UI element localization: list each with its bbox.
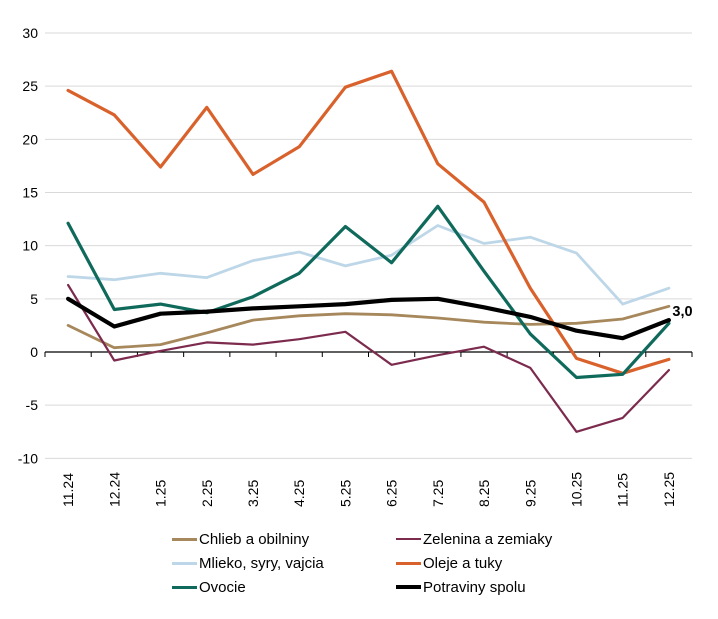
y-tick-label: 10 (22, 238, 38, 254)
legend-label: Ovocie (199, 578, 246, 596)
legend-item-potraviny-spolu: Potraviny spolu (396, 575, 552, 599)
x-tick-label: 10.25 (568, 472, 584, 507)
y-tick-label: 15 (22, 185, 38, 201)
x-tick-label: 7.25 (430, 480, 446, 507)
y-tick-label: 20 (22, 131, 38, 147)
legend-item-oleje-a-tuky: Oleje a tuky (396, 551, 552, 575)
legend-item-mlieko-syry-vajcia: Mlieko, syry, vajcia (172, 551, 396, 575)
x-tick-label: 9.25 (522, 480, 538, 507)
y-tick-label: 0 (30, 344, 38, 360)
legend-label: Potraviny spolu (423, 578, 526, 596)
x-tick-label: 12.24 (106, 472, 122, 507)
legend-line-marker (172, 585, 197, 589)
legend-item-zelenina-a-zemiaky: Zelenina a zemiaky (396, 527, 552, 551)
x-tick-label: 5.25 (337, 480, 353, 507)
x-tick-label: 3.25 (245, 480, 261, 507)
x-tick-label: 12.25 (661, 472, 677, 507)
series-line-zelenina-a-zemiaky (66, 283, 671, 433)
legend-line-marker (396, 561, 421, 565)
legend-label: Mlieko, syry, vajcia (199, 554, 324, 572)
legend-line-marker (172, 537, 197, 541)
x-tick-label: 6.25 (384, 480, 400, 507)
last-value-label: 3,0 (672, 304, 692, 320)
y-tick-label: -10 (18, 450, 38, 466)
series-line-mlieko-syry-vajcia (66, 224, 671, 306)
inflation-line-chart: 30 25 20 15 10 5 0 -5 -10 11.24 12.24 1.25 2.25 3.25 4… (18, 25, 693, 507)
series-line-oleje-a-tuky (66, 69, 671, 375)
legend-label: Chlieb a obilniny (199, 530, 310, 548)
series-line-ovocie (66, 204, 671, 380)
y-tick-label: 30 (22, 25, 38, 41)
x-tick-label: 1.25 (153, 480, 169, 507)
legend-line-marker (396, 585, 421, 589)
x-tick-label: 11.25 (615, 473, 631, 507)
x-tick-label: 11.24 (60, 473, 76, 507)
series-line-chlieb-a-obilniny (66, 304, 671, 350)
x-tick-label: 2.25 (199, 480, 215, 507)
x-tick-label: 8.25 (476, 480, 492, 507)
legend-line-marker (172, 561, 197, 565)
legend-item-chlieb-a-obilniny: Chlieb a obilniny (172, 527, 396, 551)
x-tick-label: 4.25 (291, 480, 307, 507)
legend-label: Zelenina a zemiaky (423, 530, 553, 548)
chart-legend: Chlieb a obilniny Zelenina a zemiaky Mli… (172, 527, 552, 599)
series-line-potraviny-spolu (65, 296, 672, 341)
y-tick-label: 25 (22, 78, 38, 94)
legend-item-ovocie: Ovocie (172, 575, 396, 599)
y-tick-label: -5 (26, 397, 39, 413)
legend-label: Oleje a tuky (423, 554, 503, 572)
legend-line-marker (396, 538, 421, 540)
y-tick-label: 5 (30, 291, 38, 307)
